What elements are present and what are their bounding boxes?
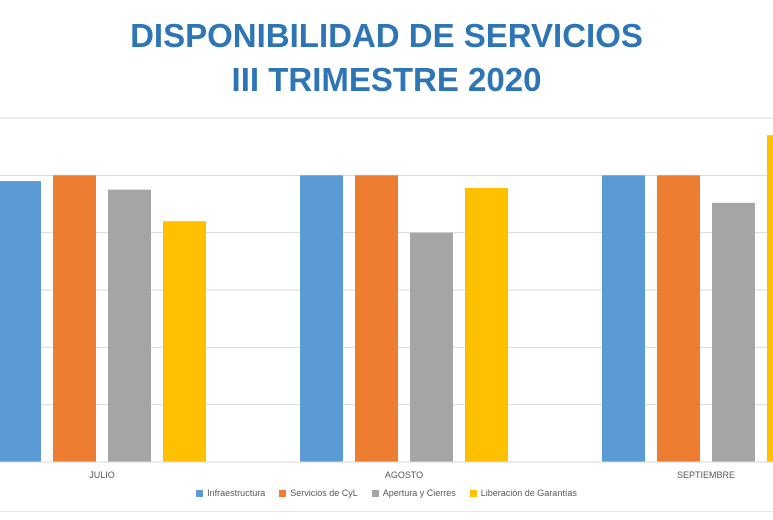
legend-swatch bbox=[196, 489, 204, 497]
legend-label: Infraestructura bbox=[207, 488, 266, 498]
x-tick-label: JULIO bbox=[89, 470, 115, 480]
legend-swatch bbox=[371, 489, 379, 497]
chart-title-line-2: III TRIMESTRE 2020 bbox=[231, 61, 542, 98]
legend-item: Servicios de CyL bbox=[279, 488, 358, 498]
x-tick-label: AGOSTO bbox=[385, 470, 423, 480]
legend-item: Apertura y Cierres bbox=[371, 488, 456, 498]
bottom-divider bbox=[0, 511, 773, 512]
legend-label: Apertura y Cierres bbox=[382, 488, 456, 498]
bar bbox=[53, 175, 96, 463]
bar bbox=[602, 175, 645, 463]
legend-swatch bbox=[279, 489, 287, 497]
legend-label: Servicios de CyL bbox=[290, 488, 358, 498]
x-tick-label: SEPTIEMBRE bbox=[677, 470, 735, 480]
chart-title: DISPONIBILIDAD DE SERVICIOS III TRIMESTR… bbox=[0, 14, 773, 102]
bar bbox=[0, 181, 41, 463]
bar bbox=[712, 202, 755, 462]
chart-legend: Infraestructura Servicios de CyL Apertura … bbox=[0, 488, 773, 498]
bar bbox=[767, 135, 773, 462]
bar bbox=[108, 189, 151, 462]
bar bbox=[465, 187, 508, 463]
legend-item: Liberación de Garantías bbox=[469, 488, 577, 498]
bar bbox=[657, 175, 700, 463]
legend-swatch bbox=[469, 489, 477, 497]
chart-title-line-1: DISPONIBILIDAD DE SERVICIOS bbox=[130, 17, 643, 54]
legend-item: Infraestructura bbox=[196, 488, 265, 498]
legend-label: Liberación de Garantías bbox=[480, 488, 577, 498]
bar bbox=[355, 175, 398, 463]
bar bbox=[410, 232, 453, 462]
bar bbox=[300, 175, 343, 463]
bar bbox=[163, 221, 206, 462]
bar-chart: JULIO AGOSTO SEPTIEMBRE bbox=[0, 117, 773, 480]
